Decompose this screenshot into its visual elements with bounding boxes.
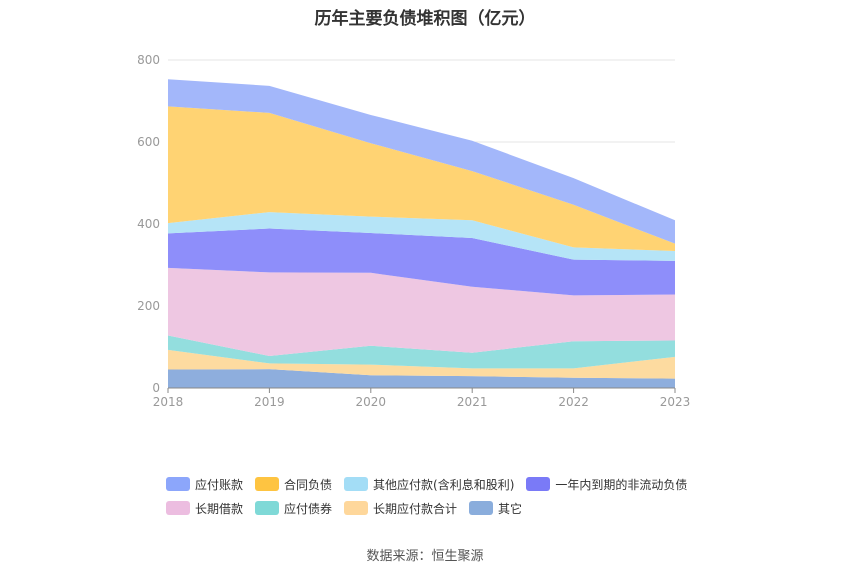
x-tick-label: 2020 [356, 395, 387, 409]
legend-swatch [526, 477, 551, 491]
area-series [168, 228, 675, 296]
y-tick-label: 200 [137, 299, 160, 313]
legend-item-other[interactable]: 其它 [469, 500, 522, 517]
y-tick-label: 600 [137, 135, 160, 149]
legend-label: 长期应付款合计 [373, 501, 458, 516]
legend-label: 应付债券 [284, 501, 333, 516]
area-series [168, 349, 675, 379]
legend-item-bonds-payable[interactable]: 应付债券 [255, 500, 332, 517]
x-tick-label: 2023 [660, 395, 691, 409]
legend-item-contract-liabilities[interactable]: 合同负债 [255, 476, 332, 493]
chart-title: 历年主要负债堆积图（亿元） [314, 9, 536, 29]
legend-item-long-term-payables[interactable]: 长期应付款合计 [344, 500, 457, 517]
area-series [168, 79, 675, 244]
legend-row-2: 长期借款 应付债券 长期应付款合计 其它 [166, 496, 726, 520]
legend-label: 长期借款 [195, 501, 244, 516]
chart-legend: 应付账款 合同负债 其他应付款(含利息和股利) 一年内到期的非流动负债 长期借款… [166, 472, 726, 520]
legend-swatch [255, 501, 280, 515]
area-series [168, 267, 675, 357]
y-tick-label: 400 [137, 217, 160, 231]
y-tick-label: 800 [137, 53, 160, 67]
legend-swatch [344, 477, 369, 491]
area-series [168, 335, 675, 369]
x-tick-label: 2019 [254, 395, 285, 409]
legend-label: 合同负债 [284, 477, 333, 492]
legend-item-long-term-loans[interactable]: 长期借款 [166, 500, 243, 517]
area-series [168, 369, 675, 388]
legend-item-current-noncurrent-liabilities[interactable]: 一年内到期的非流动负债 [526, 476, 687, 493]
legend-label: 其他应付款(含利息和股利) [373, 477, 515, 492]
legend-swatch [166, 477, 190, 491]
x-tick-label: 2021 [457, 395, 488, 409]
legend-label: 一年内到期的非流动负债 [555, 477, 688, 492]
legend-swatch [344, 501, 369, 515]
legend-swatch [469, 501, 494, 515]
legend-swatch [255, 477, 280, 491]
y-tick-label: 0 [152, 381, 160, 395]
legend-label: 应付账款 [195, 477, 244, 492]
legend-swatch [166, 501, 190, 515]
legend-label: 其它 [498, 501, 523, 516]
data-source-note: 数据来源：恒生聚源 [366, 549, 484, 564]
area-series [168, 212, 675, 261]
legend-row-1: 应付账款 合同负债 其他应付款(含利息和股利) 一年内到期的非流动负债 [166, 472, 726, 496]
area-series [168, 106, 675, 252]
x-tick-label: 2018 [153, 395, 184, 409]
x-tick-label: 2022 [558, 395, 589, 409]
legend-item-other-payables[interactable]: 其他应付款(含利息和股利) [344, 476, 514, 493]
legend-item-accounts-payable[interactable]: 应付账款 [166, 476, 243, 493]
